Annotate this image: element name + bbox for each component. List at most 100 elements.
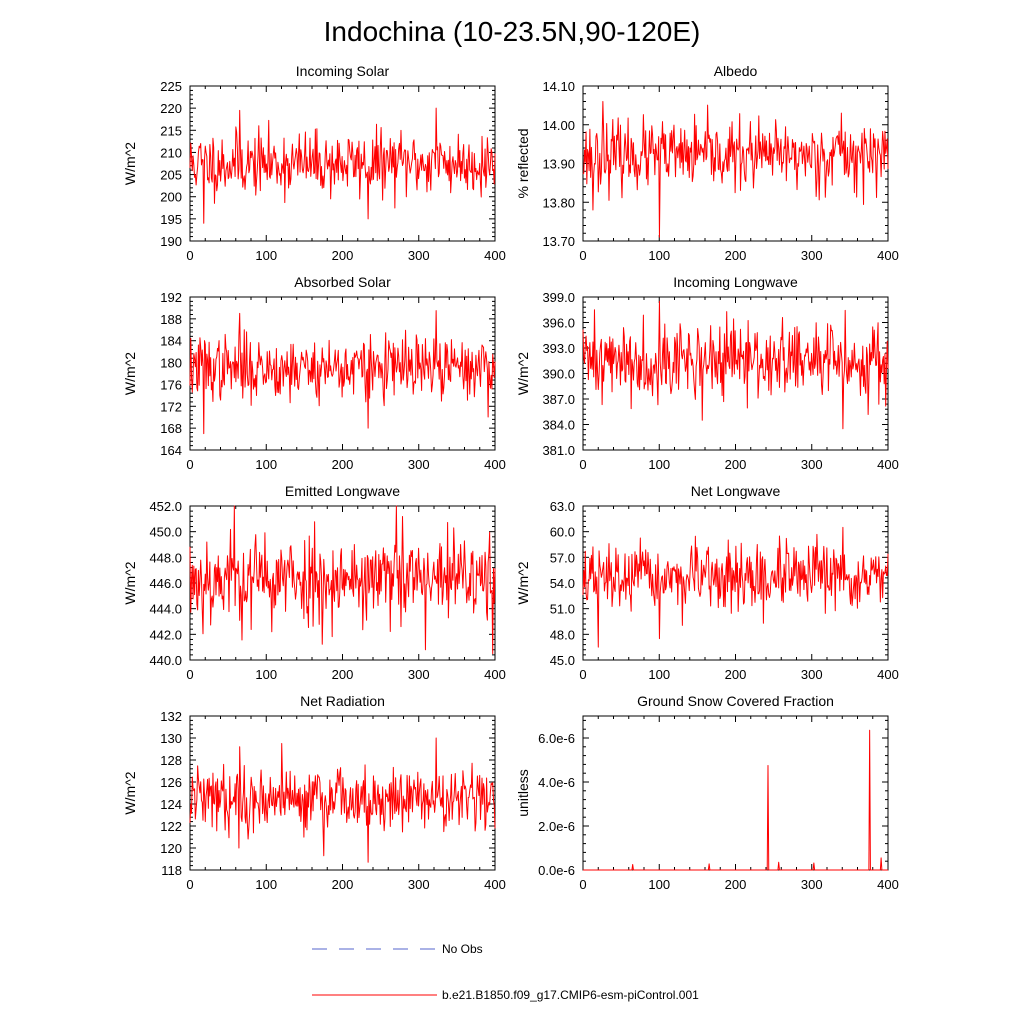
y-tick-label: 63.0 [550, 499, 575, 514]
y-tick-label: 195 [160, 212, 182, 227]
x-tick-label: 0 [579, 248, 586, 263]
x-tick-label: 300 [408, 877, 430, 892]
y-tick-label: 176 [160, 377, 182, 392]
y-tick-label: 225 [160, 79, 182, 94]
series-line-incoming-solar [189, 107, 496, 224]
chart-panel-incoming-longwave: Incoming Longwave W/m^2 0 100 200 300 400 381.0… [515, 274, 899, 472]
y-tick-label: 180 [160, 356, 182, 371]
y-tick-label: 200 [160, 190, 182, 205]
y-tick-label: 48.0 [550, 627, 575, 642]
y-tick-label: 13.70 [542, 234, 575, 249]
y-tick-label: 452.0 [149, 499, 182, 514]
x-tick-label: 100 [648, 248, 670, 263]
y-tick-label: 14.10 [542, 79, 575, 94]
series-line-absorbed-solar [189, 310, 496, 435]
chart-title-ground-snow-covered-fraction: Ground Snow Covered Fraction [637, 693, 834, 709]
y-tick-label: 450.0 [149, 525, 182, 540]
y-tick-label: 120 [160, 841, 182, 856]
x-tick-label: 200 [725, 877, 747, 892]
panels-group: Incoming Solar W/m^2 0 100 200 300 400 190 195 20… [122, 63, 899, 892]
y-tick-label: 128 [160, 753, 182, 768]
x-tick-label: 100 [648, 457, 670, 472]
x-tick-label: 0 [186, 457, 193, 472]
x-tick-label: 300 [801, 457, 823, 472]
y-axis-label-incoming-solar: W/m^2 [122, 142, 138, 185]
y-tick-label: 2.0e-6 [538, 819, 575, 834]
chart-title-absorbed-solar: Absorbed Solar [294, 274, 391, 290]
x-tick-label: 200 [332, 667, 354, 682]
series-line-ground-snow-covered-fraction [583, 729, 888, 871]
x-tick-label: 100 [255, 667, 277, 682]
y-tick-label: 13.80 [542, 195, 575, 210]
chart-panel-albedo: Albedo % reflected 0 100 200 300 400 13.70 13.80… [515, 63, 899, 263]
y-tick-label: 168 [160, 421, 182, 436]
plot-frame-ground-snow-covered-fraction [582, 715, 889, 871]
y-tick-label: 45.0 [550, 653, 575, 668]
x-tick-label: 300 [801, 248, 823, 263]
x-tick-label: 400 [484, 457, 506, 472]
page-title: Indochina (10-23.5N,90-120E) [324, 16, 701, 47]
x-tick-label: 0 [579, 457, 586, 472]
chart-panel-ground-snow-covered-fraction: Ground Snow Covered Fraction unitless 0 100… [515, 693, 899, 892]
y-tick-label: 54.0 [550, 576, 575, 591]
y-tick-label: 448.0 [149, 550, 182, 565]
y-tick-label: 60.0 [550, 525, 575, 540]
series-line-net-radiation [189, 737, 496, 863]
x-tick-label: 200 [725, 248, 747, 263]
y-tick-label: 442.0 [149, 627, 182, 642]
x-tick-label: 100 [255, 877, 277, 892]
y-tick-label: 387.0 [542, 392, 575, 407]
y-tick-label: 190 [160, 234, 182, 249]
y-tick-label: 51.0 [550, 602, 575, 617]
x-tick-label: 400 [877, 248, 899, 263]
x-tick-label: 400 [484, 877, 506, 892]
y-tick-label: 6.0e-6 [538, 731, 575, 746]
chart-panel-incoming-solar: Incoming Solar W/m^2 0 100 200 300 400 190 195 20… [122, 63, 506, 263]
y-tick-label: 130 [160, 731, 182, 746]
chart-title-incoming-longwave: Incoming Longwave [673, 274, 798, 290]
x-tick-label: 100 [648, 667, 670, 682]
x-tick-label: 0 [579, 667, 586, 682]
legend-obs-label: No Obs [442, 942, 483, 956]
y-tick-label: 396.0 [542, 316, 575, 331]
y-tick-label: 122 [160, 819, 182, 834]
legend: No Obs b.e21.B1850.f09_g17.CMIP6-esm-piC… [312, 942, 699, 1002]
chart-title-emitted-longwave: Emitted Longwave [285, 483, 400, 499]
x-tick-label: 400 [877, 457, 899, 472]
y-tick-label: 390.0 [542, 367, 575, 382]
x-tick-label: 0 [579, 877, 586, 892]
x-tick-label: 0 [186, 248, 193, 263]
x-tick-label: 300 [801, 877, 823, 892]
y-tick-label: 13.90 [542, 157, 575, 172]
y-tick-label: 57.0 [550, 550, 575, 565]
y-tick-label: 118 [161, 863, 182, 878]
y-tick-label: 184 [160, 334, 182, 349]
chart-panel-net-longwave: Net Longwave W/m^2 0 100 200 300 400 45.0 48.0 51… [515, 483, 899, 682]
y-tick-label: 205 [160, 168, 182, 183]
y-tick-label: 192 [160, 290, 182, 305]
series-line-emitted-longwave [189, 505, 496, 655]
y-tick-label: 393.0 [542, 341, 575, 356]
y-tick-label: 164 [160, 443, 182, 458]
y-tick-label: 440.0 [149, 653, 182, 668]
chart-panel-net-radiation: Net Radiation W/m^2 0 100 200 300 400 118 120 122… [122, 693, 506, 892]
y-axis-label-ground-snow-covered-fraction: unitless [515, 769, 531, 816]
series-line-albedo [582, 101, 889, 238]
x-tick-label: 400 [877, 877, 899, 892]
y-axis-label-net-radiation: W/m^2 [122, 771, 138, 814]
x-tick-label: 300 [801, 667, 823, 682]
series-line-incoming-longwave [582, 300, 889, 430]
x-tick-label: 100 [648, 877, 670, 892]
x-tick-label: 300 [408, 667, 430, 682]
x-tick-label: 100 [255, 457, 277, 472]
y-tick-label: 444.0 [149, 602, 182, 617]
x-tick-label: 400 [484, 667, 506, 682]
x-tick-label: 100 [255, 248, 277, 263]
y-tick-label: 172 [160, 399, 182, 414]
x-tick-label: 200 [332, 877, 354, 892]
y-axis-label-emitted-longwave: W/m^2 [122, 561, 138, 604]
y-tick-label: 381.0 [542, 443, 575, 458]
x-tick-label: 300 [408, 457, 430, 472]
y-tick-label: 215 [160, 123, 182, 138]
